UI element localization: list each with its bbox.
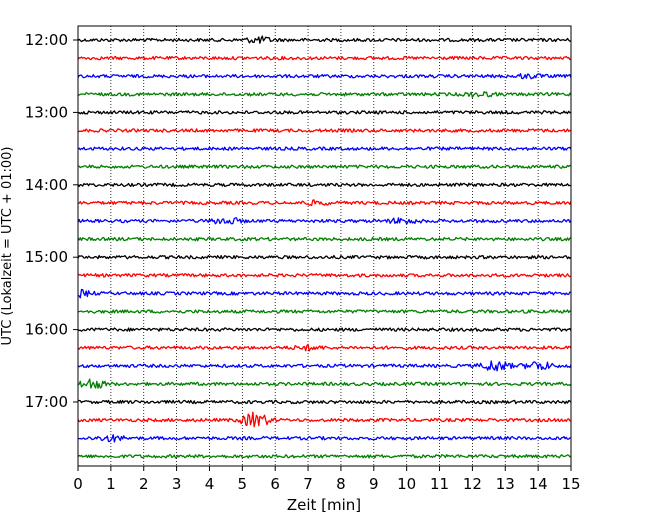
grid-lines bbox=[110, 26, 539, 466]
x-tick-label: 1 bbox=[106, 475, 116, 493]
seismogram-trace bbox=[77, 454, 572, 459]
y-axis-label: UTC (Lokalzeit = UTC + 01:00) bbox=[0, 147, 15, 346]
x-tick-label: 13 bbox=[496, 475, 515, 493]
x-axis-label: Zeit [min] bbox=[287, 496, 361, 514]
x-tick-label: 9 bbox=[369, 475, 379, 493]
y-axis: 12:00 13:00 14:00 15:00 16:00 17:00 bbox=[25, 31, 78, 411]
seismogram-trace bbox=[77, 55, 572, 61]
y-tick-label: 16:00 bbox=[25, 321, 68, 339]
seismogram-trace bbox=[77, 360, 572, 372]
x-tick-label: 7 bbox=[303, 475, 313, 493]
x-tick-label: 6 bbox=[270, 475, 280, 493]
seismogram-trace bbox=[77, 236, 572, 242]
x-tick-label: 10 bbox=[397, 475, 416, 493]
x-tick-label: 12 bbox=[463, 475, 482, 493]
seismogram-trace bbox=[77, 164, 571, 169]
x-tick-label: 3 bbox=[172, 475, 182, 493]
x-tick-label: 0 bbox=[73, 475, 83, 493]
x-tick-label: 8 bbox=[336, 475, 346, 493]
x-tick-label: 11 bbox=[430, 475, 449, 493]
seismogram-trace bbox=[77, 288, 572, 299]
x-tick-label: 4 bbox=[205, 475, 215, 493]
seismogram-trace bbox=[77, 73, 572, 80]
seismogram-trace bbox=[77, 327, 572, 332]
seismogram-trace bbox=[77, 411, 572, 428]
x-tick-label: 15 bbox=[561, 475, 580, 493]
seismogram-traces bbox=[77, 35, 572, 459]
y-tick-label: 15:00 bbox=[25, 248, 68, 266]
seismogram-trace bbox=[77, 110, 572, 115]
seismogram-trace bbox=[77, 378, 572, 389]
x-tick-label: 5 bbox=[238, 475, 248, 493]
seismogram-trace bbox=[77, 399, 572, 405]
seismogram-trace bbox=[77, 254, 572, 260]
seismogram-trace bbox=[77, 273, 572, 278]
x-tick-label: 2 bbox=[139, 475, 149, 493]
seismogram-trace bbox=[77, 91, 572, 99]
seismogram-trace bbox=[77, 146, 572, 151]
y-tick-label: 14:00 bbox=[25, 176, 68, 194]
seismogram-trace bbox=[77, 182, 572, 188]
seismogram-trace bbox=[77, 217, 572, 225]
seismogram-trace bbox=[77, 35, 572, 44]
y-tick-label: 17:00 bbox=[25, 393, 68, 411]
x-tick-label: 14 bbox=[529, 475, 548, 493]
y-tick-label: 12:00 bbox=[25, 31, 68, 49]
seismogram-trace bbox=[77, 128, 572, 133]
seismogram-trace bbox=[77, 199, 572, 207]
seismogram-trace bbox=[77, 343, 572, 352]
seismogram-trace bbox=[77, 309, 572, 314]
seismogram-trace bbox=[78, 434, 572, 443]
plot-frame bbox=[77, 25, 572, 467]
y-tick-label: 13:00 bbox=[25, 103, 68, 121]
x-axis: 0 1 2 3 4 5 6 7 8 9 10 11 12 13 14 15 bbox=[73, 466, 581, 493]
